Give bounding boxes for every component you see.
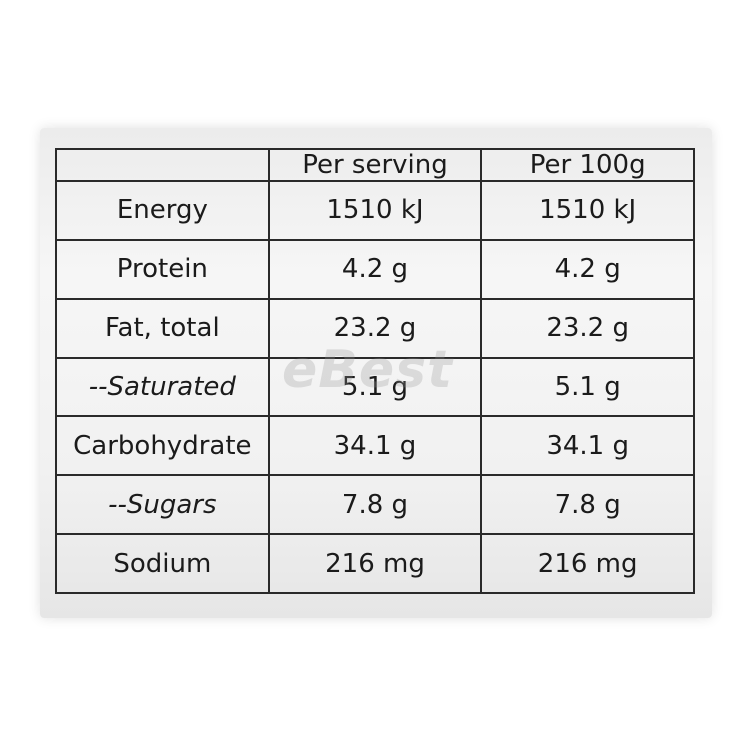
nutrient-value: 23.2 g — [267, 297, 483, 359]
nutrient-value: 216 mg — [480, 533, 695, 594]
table-row: Protein 4.2 g 4.2 g — [55, 238, 695, 300]
nutrient-value: 23.2 g — [480, 297, 695, 359]
nutrient-value: 7.8 g — [267, 474, 483, 536]
nutrient-value: 4.2 g — [267, 238, 483, 300]
nutrient-value: 4.2 g — [480, 238, 695, 300]
nutrient-value: 7.8 g — [480, 474, 695, 536]
nutrient-value: 1510 kJ — [480, 180, 695, 241]
table-row: Sodium 216 mg 216 mg — [55, 533, 695, 594]
nutrient-name: --Saturated — [55, 356, 270, 418]
header-empty — [55, 148, 270, 182]
nutrient-value: 216 mg — [267, 533, 483, 594]
header-cell: Per 100g — [480, 148, 695, 182]
table-row: Fat, total 23.2 g 23.2 g — [55, 297, 695, 359]
nutrient-name: Protein — [55, 238, 270, 300]
nutrient-name: Carbohydrate — [55, 415, 270, 477]
nutrient-value: 5.1 g — [267, 356, 483, 418]
nutrient-name: Sodium — [55, 533, 270, 594]
header-row: Per serving Per 100g — [55, 148, 695, 182]
nutrient-value: 5.1 g — [480, 356, 695, 418]
header-cell: Per serving — [267, 148, 483, 182]
nutrient-value: 34.1 g — [267, 415, 483, 477]
nutrient-name: --Sugars — [55, 474, 270, 536]
nutrient-value: 1510 kJ — [267, 180, 483, 241]
table-row: --Sugars 7.8 g 7.8 g — [55, 474, 695, 536]
watermark: eBest — [282, 340, 453, 400]
table-row: Carbohydrate 34.1 g 34.1 g — [55, 415, 695, 477]
nutrient-value: 34.1 g — [480, 415, 695, 477]
nutrition-table: Per serving Per 100g Energy 1510 kJ 1510 k… — [55, 148, 695, 594]
table-row: Energy 1510 kJ 1510 kJ — [55, 180, 695, 241]
nutrient-name: Fat, total — [55, 297, 270, 359]
table-row: --Saturated 5.1 g 5.1 g — [55, 356, 695, 418]
nutrient-name: Energy — [55, 180, 270, 241]
